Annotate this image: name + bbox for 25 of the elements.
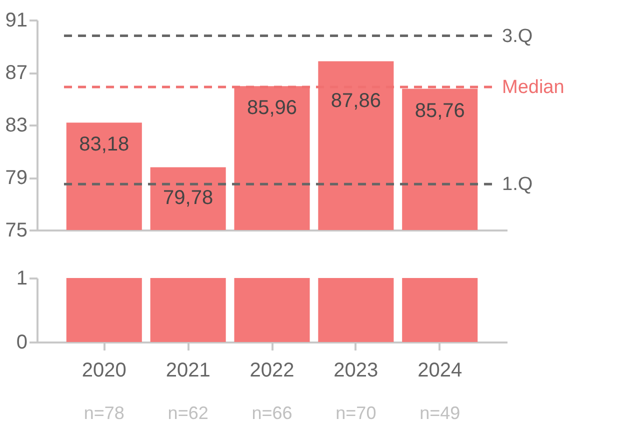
data-label: 79,78 bbox=[163, 187, 214, 210]
x-tick-label: 2022 bbox=[250, 360, 294, 382]
y-tick-label: 1 bbox=[16, 268, 28, 290]
text: n=78 bbox=[84, 403, 124, 423]
x-tick-label: 2023 bbox=[334, 360, 378, 382]
ref-line-label: 1.Q bbox=[502, 174, 533, 196]
y-tick-label: 79 bbox=[5, 167, 28, 189]
ref-line-label: 3.Q bbox=[502, 26, 533, 47]
text: n=62 bbox=[168, 403, 208, 423]
y-tick-label: 83 bbox=[5, 114, 28, 136]
text: n=49 bbox=[420, 403, 460, 423]
ref-line-label: Median bbox=[502, 76, 564, 98]
data-label: 87,86 bbox=[330, 90, 381, 112]
data-label: 83,18 bbox=[79, 134, 130, 156]
x-tick-label: 2020 bbox=[82, 360, 126, 382]
text: n=66 bbox=[252, 403, 292, 423]
data-label: 85,96 bbox=[246, 97, 298, 120]
y-tick-label: 87 bbox=[5, 62, 28, 84]
y-tick-label: 75 bbox=[5, 220, 28, 242]
x-tick-label: 2021 bbox=[166, 360, 210, 382]
y-tick-label: 91 bbox=[5, 10, 28, 32]
x-tick-label: 2024 bbox=[418, 360, 462, 382]
y-tick-label: 0 bbox=[16, 332, 28, 354]
data-label: 85,76 bbox=[414, 100, 465, 122]
text: n=70 bbox=[336, 403, 376, 423]
